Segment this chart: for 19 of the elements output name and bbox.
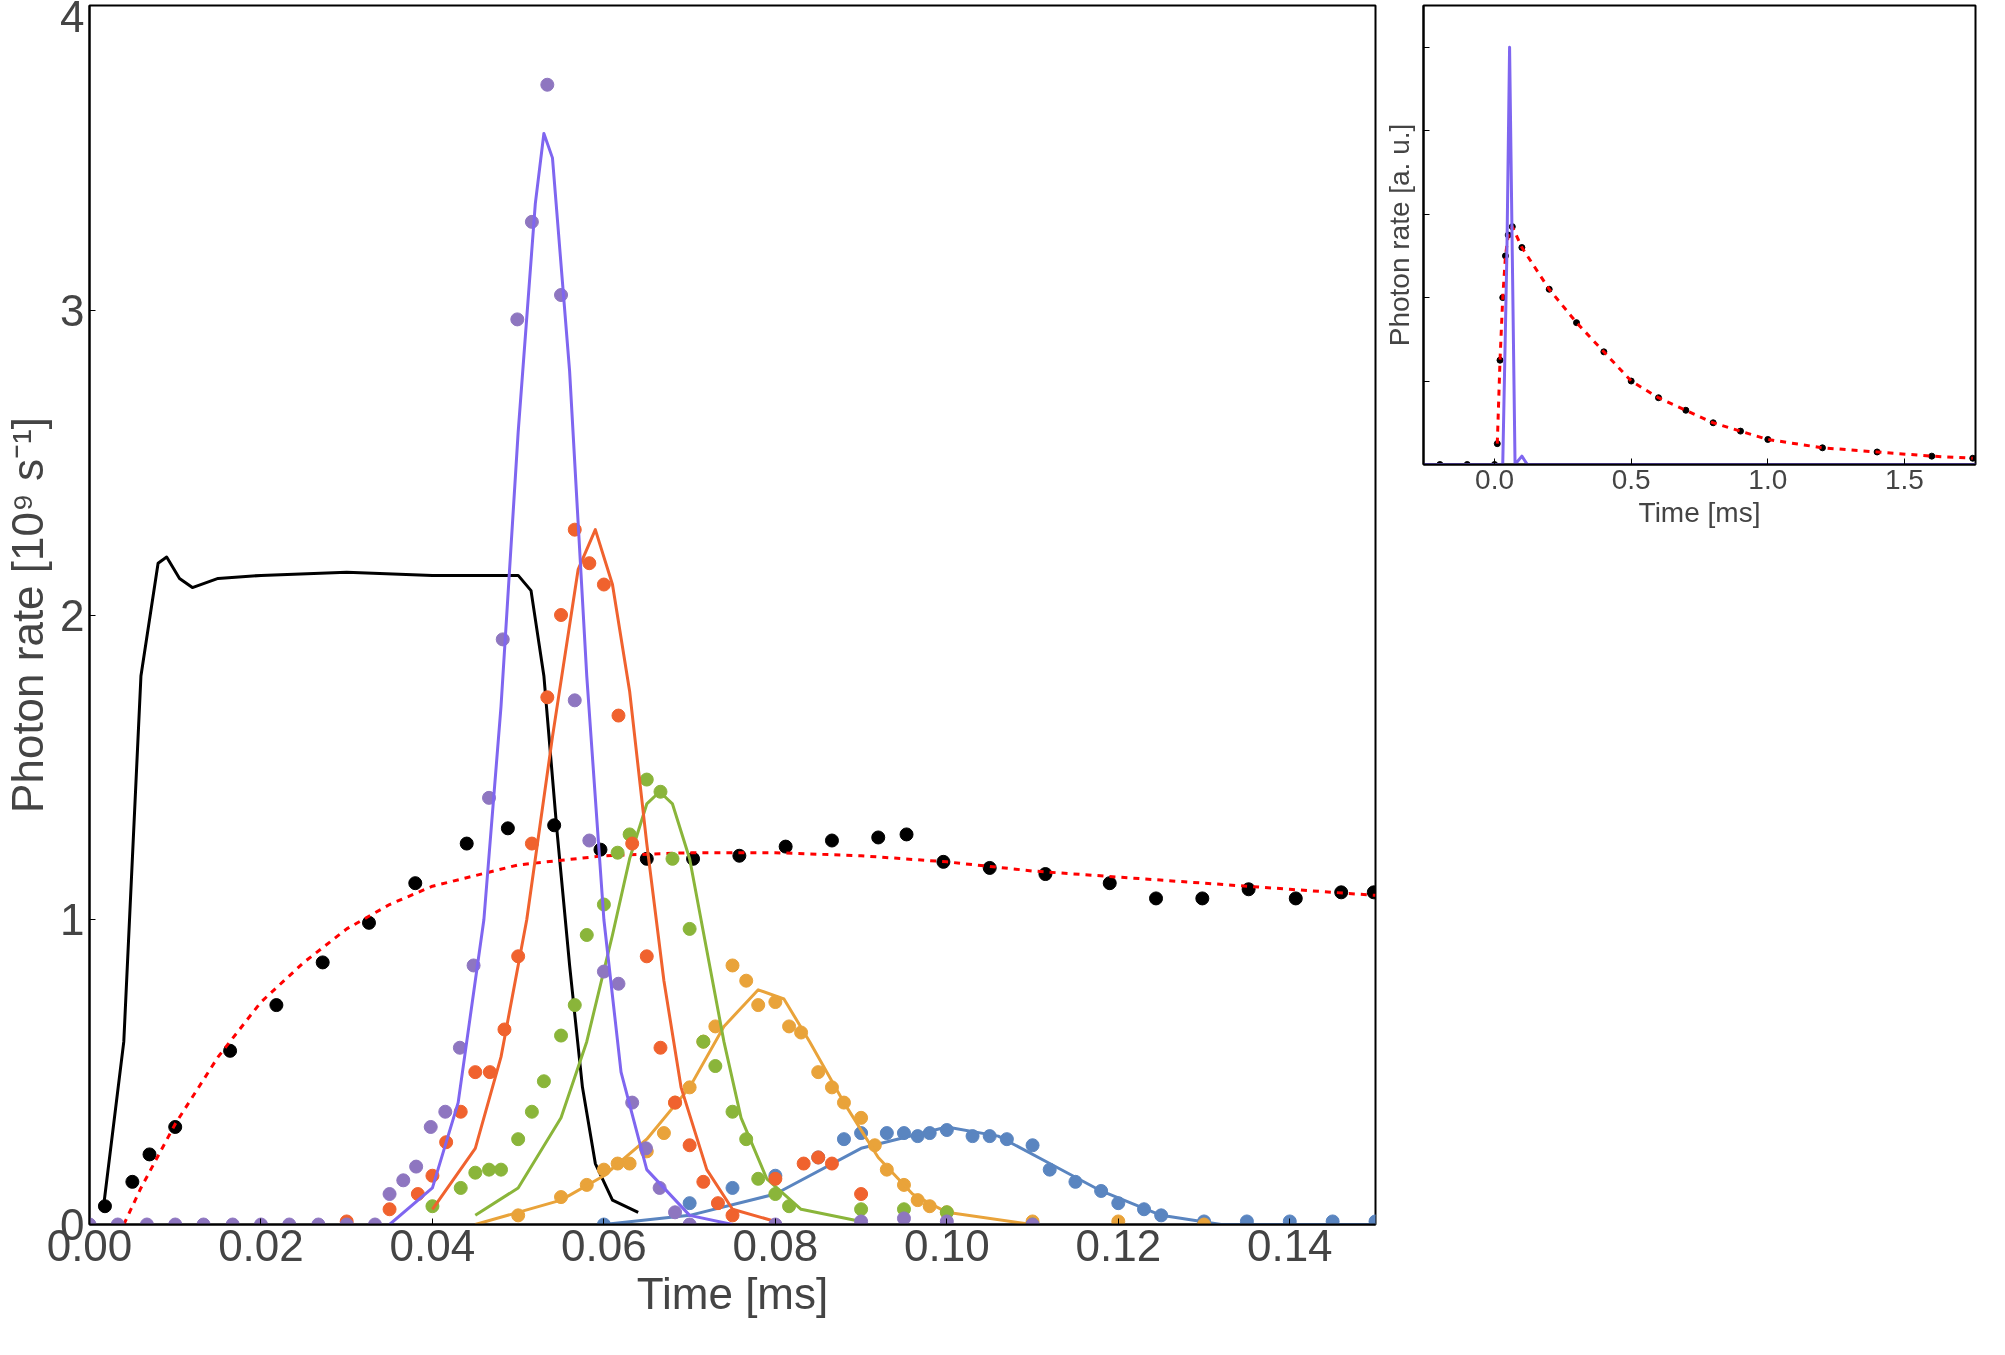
y-tick-label: 4 [60,0,85,41]
x-tick-label: 0.06 [561,1220,647,1270]
y-axis-title: Photon rate [a. u.] [1383,123,1415,347]
y-tick-label: 2 [60,590,85,640]
x-tick-label: 0.5 [1611,463,1651,495]
x-tick-label: 0.08 [732,1220,819,1270]
x-axis-title: Time [ms] [636,1268,829,1318]
x-axis-title: Time [ms] [1638,496,1761,528]
y-tick-label: 1 [60,895,85,945]
x-tick-label: 0.12 [1075,1220,1162,1270]
x-tick-label: 0.04 [389,1220,476,1270]
y-tick-label: 3 [60,285,85,335]
x-tick-label: 1.0 [1748,463,1788,495]
x-tick-label: 0.02 [218,1220,304,1270]
y-axis-title: Photon rate [10⁹ s⁻¹] [3,417,53,813]
x-tick-label: 0.0 [1475,463,1515,495]
x-tick-label: 1.5 [1884,463,1924,495]
x-tick-label: 0.10 [904,1220,990,1270]
x-tick-label: 0.14 [1246,1220,1333,1270]
